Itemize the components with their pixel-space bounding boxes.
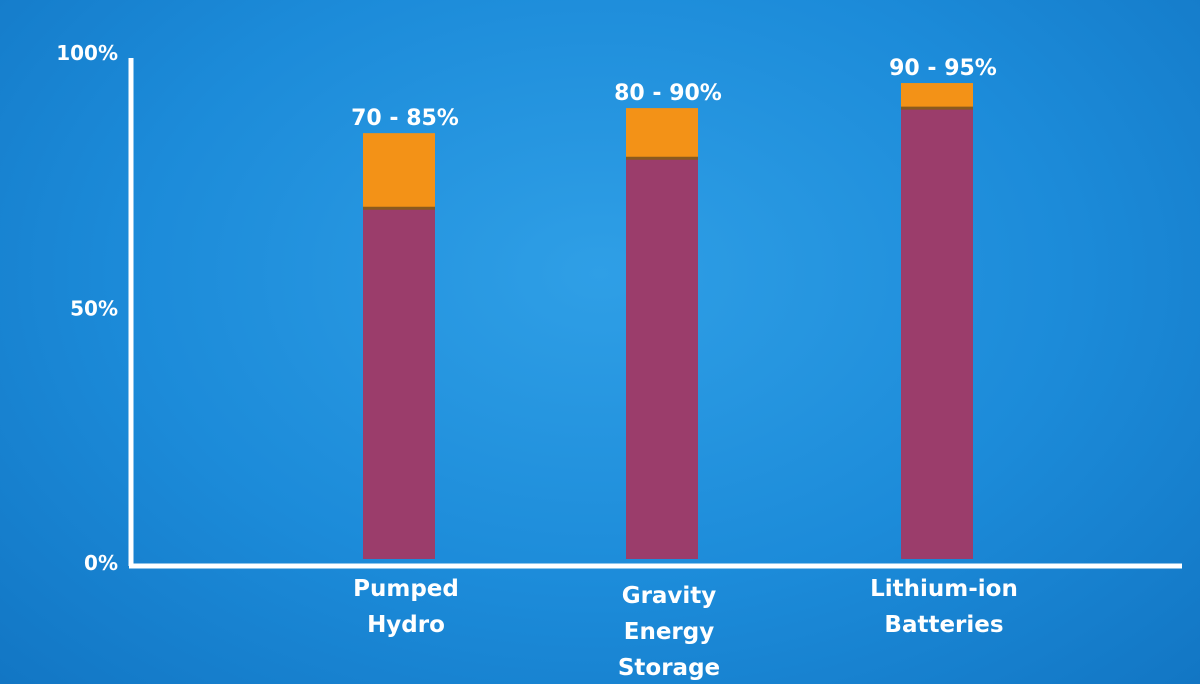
x-category-label: Gravity xyxy=(622,583,717,609)
bar-data-label: 80 - 90% xyxy=(614,81,722,106)
x-category-label: Batteries xyxy=(884,612,1003,638)
x-category-label: Hydro xyxy=(367,612,445,638)
bar-base-segment xyxy=(901,108,973,559)
bar-range-segment xyxy=(363,133,435,209)
bar-range-segment xyxy=(901,83,973,109)
x-category-label: Lithium-ion xyxy=(870,576,1018,602)
bar-base-segment xyxy=(626,158,698,559)
bar-data-label: 70 - 85% xyxy=(351,106,459,131)
bars xyxy=(363,83,973,560)
category-labels: Pumped Hydro Gravity Energy Storage Lithium-i… xyxy=(353,576,1018,681)
bar-range-segment xyxy=(626,108,698,159)
y-axis: 0% 50% 100% xyxy=(56,41,1182,575)
x-category-label: Pumped xyxy=(353,576,459,602)
x-category-label: Storage xyxy=(618,655,720,681)
bar-data-label: 90 - 95% xyxy=(889,56,997,81)
y-tick-label: 50% xyxy=(70,297,118,321)
y-tick-label: 0% xyxy=(84,551,118,575)
bar-base-segment xyxy=(363,208,435,560)
data-labels: 70 - 85% 80 - 90% 90 - 95% xyxy=(351,56,997,131)
y-tick-label: 100% xyxy=(56,41,118,65)
x-category-label: Energy xyxy=(624,619,714,645)
